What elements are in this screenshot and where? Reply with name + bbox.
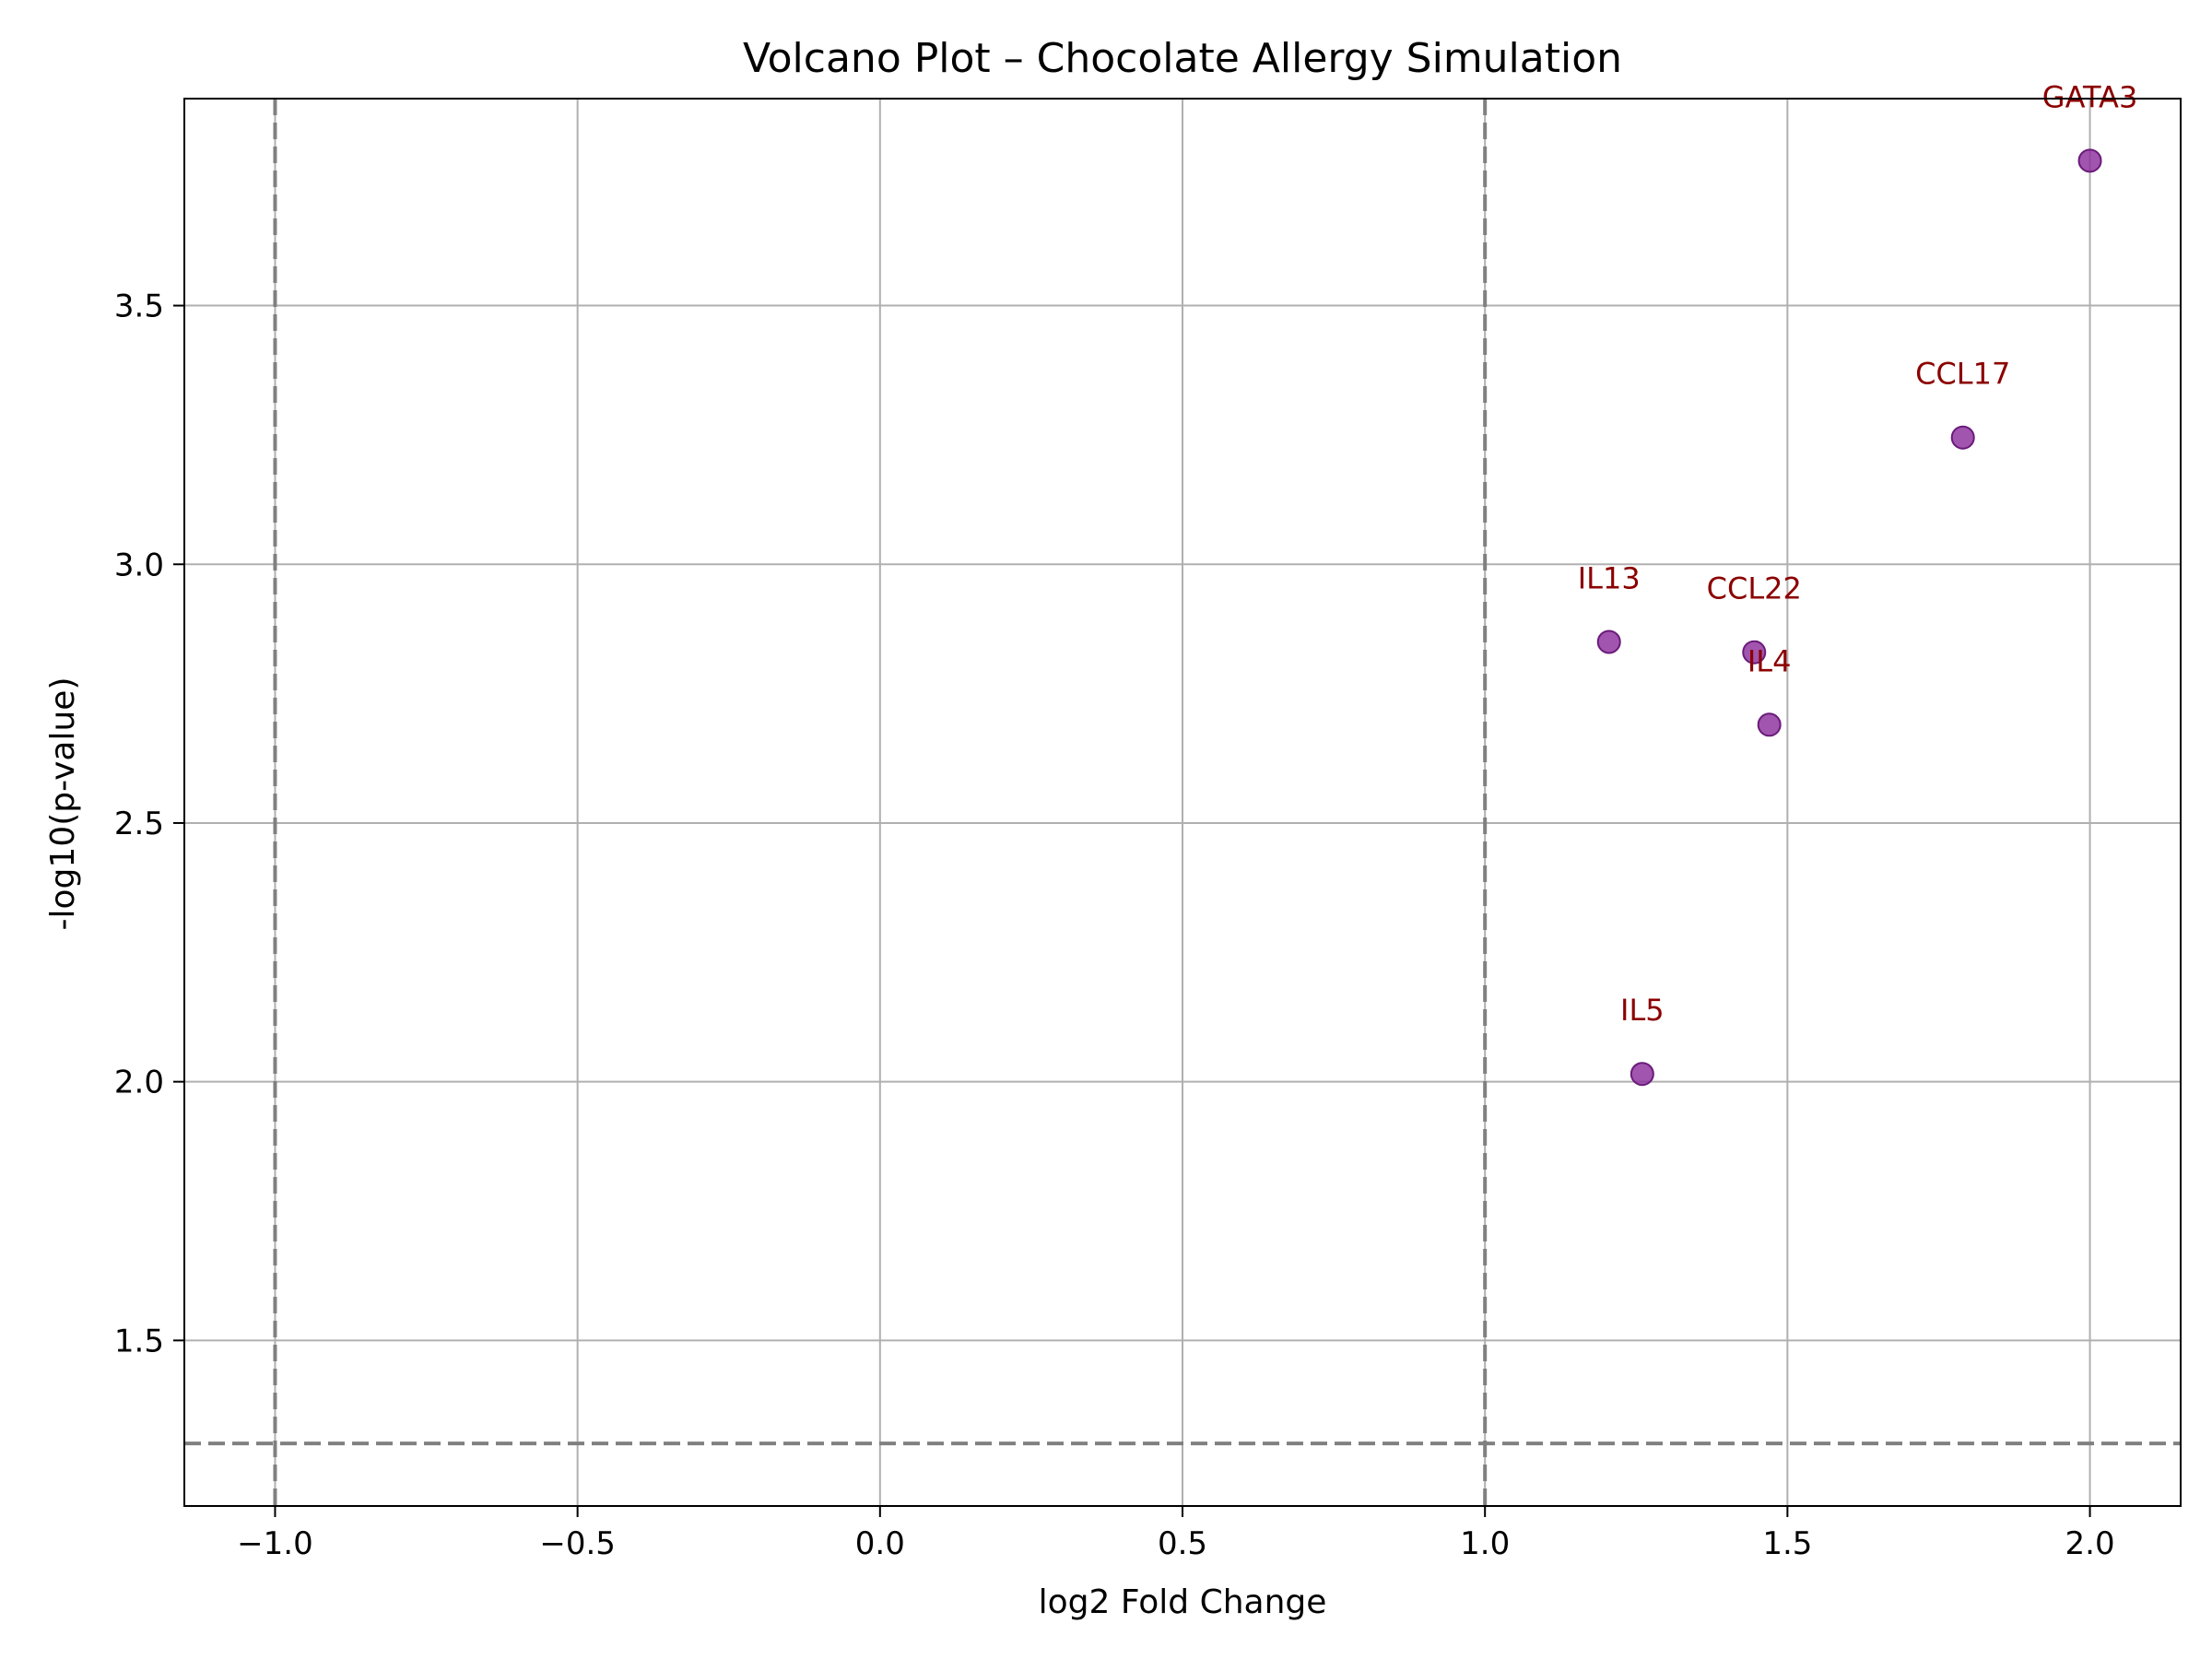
data-point xyxy=(1596,629,1621,654)
y-tick-label: 3.0 xyxy=(114,547,164,583)
threshold-lines xyxy=(184,99,2181,1506)
point-label: IL4 xyxy=(1747,643,1792,678)
x-tick-label: 1.0 xyxy=(1460,1525,1510,1562)
x-tick-label: 0.5 xyxy=(1158,1525,1207,1562)
point-label: CCL17 xyxy=(1915,357,2010,392)
x-tick-label: 0.0 xyxy=(855,1525,905,1562)
y-axis-ticks: 1.5 2.0 2.5 3.0 3.5 xyxy=(114,288,184,1359)
x-tick-label: 2.0 xyxy=(2065,1525,2115,1562)
y-axis-label: -log10(p-value) xyxy=(44,677,82,931)
chart-title: Volcano Plot – Chocolate Allergy Simulat… xyxy=(743,35,1622,82)
y-tick-label: 2.0 xyxy=(114,1065,164,1101)
data-point xyxy=(2077,148,2102,173)
data-points xyxy=(1596,148,2102,1087)
point-label: IL13 xyxy=(1578,560,1641,595)
data-point xyxy=(1742,640,1767,665)
x-tick-label: −0.5 xyxy=(539,1525,616,1562)
point-label: CCL22 xyxy=(1707,571,1802,606)
point-label: GATA3 xyxy=(2042,79,2138,114)
data-point xyxy=(1757,712,1782,737)
y-tick-label: 2.5 xyxy=(114,806,164,842)
x-tick-label: −1.0 xyxy=(237,1525,313,1562)
x-axis-label: log2 Fold Change xyxy=(1039,1583,1327,1621)
point-label: IL5 xyxy=(1620,993,1665,1028)
x-tick-label: 1.5 xyxy=(1762,1525,1812,1562)
y-tick-label: 3.5 xyxy=(114,288,164,325)
y-tick-label: 1.5 xyxy=(114,1323,164,1359)
data-point xyxy=(1630,1062,1654,1087)
data-point xyxy=(1950,425,1975,450)
point-labels: GATA3 CCL17 IL13 CCL22 IL4 IL5 xyxy=(1578,79,2138,1028)
grid-lines xyxy=(184,99,2181,1506)
x-axis-ticks: −1.0 −0.5 0.0 0.5 1.0 1.5 2.0 xyxy=(237,1506,2115,1562)
